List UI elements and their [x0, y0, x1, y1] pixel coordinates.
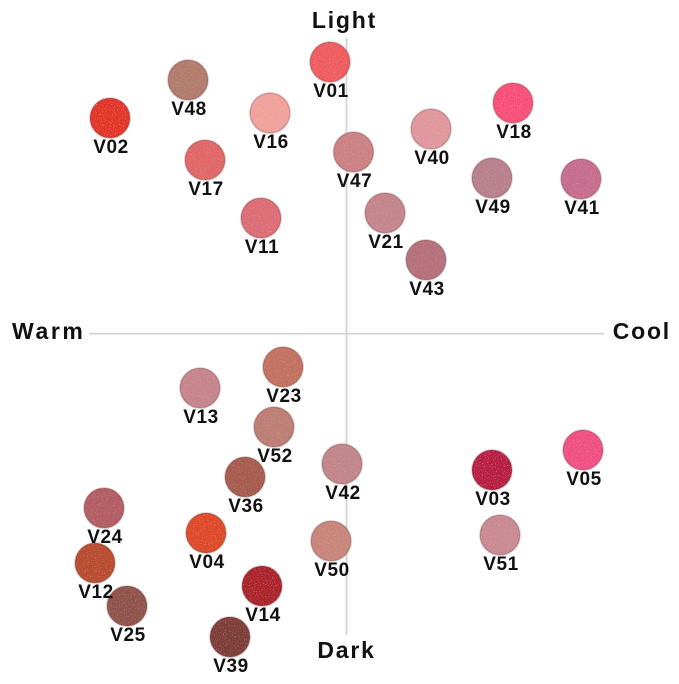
- svg-text:V23: V23: [266, 386, 302, 407]
- svg-text:V40: V40: [414, 148, 450, 169]
- svg-text:V52: V52: [257, 446, 293, 467]
- svg-text:Warm: Warm: [12, 318, 85, 344]
- svg-text:V48: V48: [171, 99, 207, 120]
- svg-text:V24: V24: [87, 527, 123, 548]
- svg-text:V51: V51: [483, 554, 519, 575]
- svg-text:V13: V13: [183, 407, 219, 428]
- svg-text:V49: V49: [475, 197, 511, 218]
- svg-text:V12: V12: [78, 582, 114, 603]
- svg-text:V21: V21: [368, 232, 404, 253]
- svg-text:V17: V17: [188, 179, 224, 200]
- svg-text:V04: V04: [189, 552, 225, 573]
- svg-text:V25: V25: [110, 625, 146, 646]
- svg-text:V02: V02: [93, 137, 129, 158]
- svg-text:Cool: Cool: [613, 318, 671, 344]
- svg-text:V36: V36: [228, 496, 264, 517]
- svg-text:V01: V01: [313, 81, 349, 102]
- svg-text:V14: V14: [245, 605, 281, 626]
- svg-text:V39: V39: [213, 656, 249, 677]
- svg-text:V50: V50: [314, 560, 350, 581]
- svg-text:V47: V47: [337, 171, 373, 192]
- svg-text:V42: V42: [325, 483, 361, 504]
- svg-text:V41: V41: [564, 198, 600, 219]
- svg-text:V43: V43: [409, 279, 445, 300]
- svg-text:V18: V18: [496, 122, 532, 143]
- svg-text:Dark: Dark: [317, 637, 375, 663]
- svg-text:V05: V05: [566, 469, 602, 490]
- svg-text:V16: V16: [253, 132, 289, 153]
- svg-text:Light: Light: [312, 7, 377, 33]
- svg-text:V03: V03: [475, 489, 511, 510]
- svg-text:V11: V11: [245, 237, 280, 258]
